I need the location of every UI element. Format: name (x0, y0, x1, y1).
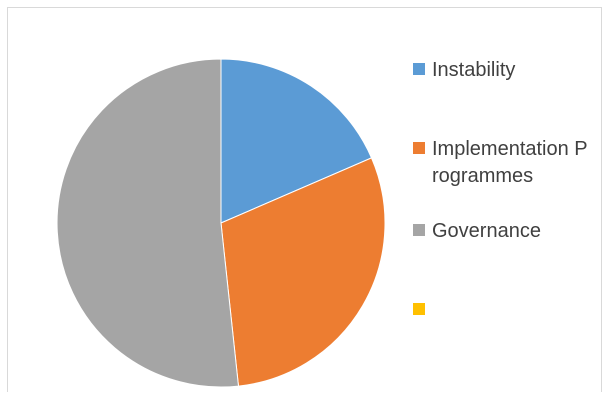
legend-swatch-instability (413, 63, 425, 75)
pie-slice-governance (56, 58, 240, 388)
legend-label-implementation-programmes: Implementation Programmes (432, 138, 588, 187)
pie-slice-instability (220, 58, 373, 224)
legend-swatch-governance (413, 224, 425, 236)
legend-swatch-unnamed (413, 303, 425, 315)
legend-swatch-implementation-programmes (413, 142, 425, 154)
chart-area: Instability Implementation Programmes Go… (7, 7, 602, 392)
pie-slices (56, 58, 386, 388)
pie-slice-implementation-programmes (220, 157, 386, 387)
legend-label-instability: Instability (432, 59, 516, 81)
pie-chart (56, 58, 386, 388)
legend-label-governance: Governance (432, 220, 541, 242)
